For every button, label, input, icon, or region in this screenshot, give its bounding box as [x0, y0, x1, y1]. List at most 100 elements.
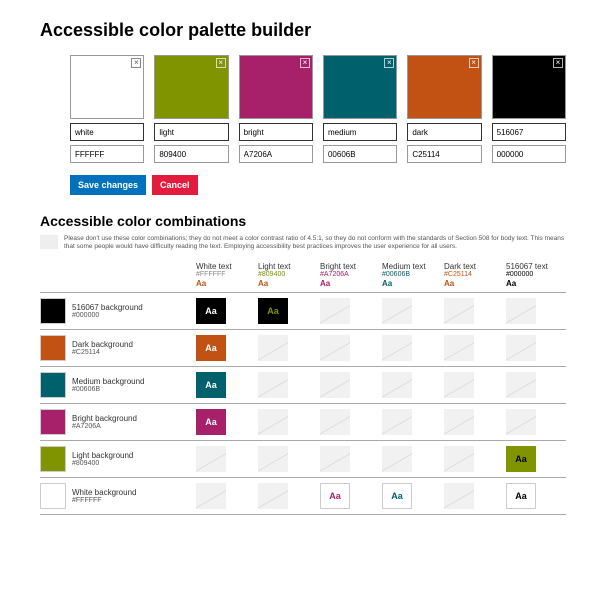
- inaccessible-combo: [320, 298, 350, 324]
- inaccessible-combo: [444, 372, 474, 398]
- inaccessible-combo: [320, 372, 350, 398]
- inaccessible-combo: [196, 446, 226, 472]
- column-header: White text#FFFFFFAa: [196, 262, 258, 288]
- combo-cell: [444, 372, 506, 398]
- swatch-column: ×: [492, 55, 566, 163]
- combo-cell: [444, 446, 506, 472]
- row-label: Light background#809400: [40, 446, 196, 472]
- inaccessible-combo: [320, 409, 350, 435]
- color-name-input[interactable]: [70, 123, 144, 141]
- close-icon[interactable]: ×: [131, 58, 141, 68]
- sample-text: Aa: [506, 446, 536, 472]
- column-header: Bright text#A7206AAa: [320, 262, 382, 288]
- close-icon[interactable]: ×: [300, 58, 310, 68]
- table-header: White text#FFFFFFAaLight text#809400AaBr…: [40, 262, 566, 293]
- color-name-input[interactable]: [239, 123, 313, 141]
- color-name-input[interactable]: [407, 123, 481, 141]
- warning-text: Please don't use these color combination…: [64, 235, 566, 252]
- inaccessible-combo: [382, 372, 412, 398]
- combo-cell: [196, 483, 258, 509]
- color-swatch: ×: [492, 55, 566, 119]
- row-swatch: [40, 446, 66, 472]
- combo-cell: [382, 298, 444, 324]
- table-row: Medium background#00606BAa: [40, 367, 566, 404]
- column-header: 516067 text#000000Aa: [506, 262, 568, 288]
- combo-cell: Aa: [506, 483, 568, 509]
- combo-cell: [196, 446, 258, 472]
- combo-cell: [320, 335, 382, 361]
- inaccessible-combo: [258, 483, 288, 509]
- combo-cell: Aa: [196, 372, 258, 398]
- color-name-input[interactable]: [323, 123, 397, 141]
- inaccessible-combo: [506, 335, 536, 361]
- combo-cell: [320, 409, 382, 435]
- combo-cell: [258, 335, 320, 361]
- inaccessible-combo: [382, 446, 412, 472]
- combo-cell: [506, 372, 568, 398]
- row-swatch: [40, 483, 66, 509]
- column-header: Light text#809400Aa: [258, 262, 320, 288]
- color-swatch: ×: [70, 55, 144, 119]
- combo-cell: [506, 335, 568, 361]
- color-hex-input[interactable]: [492, 145, 566, 163]
- color-hex-input[interactable]: [239, 145, 313, 163]
- swatch-column: ×: [323, 55, 397, 163]
- color-swatch: ×: [323, 55, 397, 119]
- sample-text: Aa: [382, 483, 412, 509]
- cancel-button[interactable]: Cancel: [152, 175, 198, 195]
- color-hex-input[interactable]: [70, 145, 144, 163]
- combo-cell: [258, 483, 320, 509]
- combo-cell: Aa: [196, 335, 258, 361]
- swatch-column: ×: [70, 55, 144, 163]
- combinations-title: Accessible color combinations: [40, 213, 566, 229]
- swatch-column: ×: [154, 55, 228, 163]
- inaccessible-combo: [506, 298, 536, 324]
- combo-cell: [444, 298, 506, 324]
- sample-text: Aa: [196, 335, 226, 361]
- combo-cell: [320, 298, 382, 324]
- inaccessible-combo: [382, 335, 412, 361]
- color-name-input[interactable]: [492, 123, 566, 141]
- table-row: Bright background#A7206AAa: [40, 404, 566, 441]
- inaccessible-combo: [444, 446, 474, 472]
- close-icon[interactable]: ×: [216, 58, 226, 68]
- column-header: Dark text#C25114Aa: [444, 262, 506, 288]
- inaccessible-combo: [444, 409, 474, 435]
- color-hex-input[interactable]: [407, 145, 481, 163]
- inaccessible-combo: [444, 335, 474, 361]
- combo-cell: [444, 483, 506, 509]
- color-swatch: ×: [154, 55, 228, 119]
- combo-cell: Aa: [320, 483, 382, 509]
- combo-cell: Aa: [258, 298, 320, 324]
- inaccessible-combo: [258, 372, 288, 398]
- combo-cell: Aa: [506, 446, 568, 472]
- combo-cell: [382, 409, 444, 435]
- row-label: Medium background#00606B: [40, 372, 196, 398]
- sample-text: Aa: [196, 298, 226, 324]
- color-hex-input[interactable]: [323, 145, 397, 163]
- inaccessible-combo: [196, 483, 226, 509]
- row-swatch: [40, 298, 66, 324]
- combo-cell: [444, 409, 506, 435]
- inaccessible-combo: [258, 335, 288, 361]
- color-swatch: ×: [407, 55, 481, 119]
- row-label: Bright background#A7206A: [40, 409, 196, 435]
- color-hex-input[interactable]: [154, 145, 228, 163]
- save-button[interactable]: Save changes: [70, 175, 146, 195]
- color-name-input[interactable]: [154, 123, 228, 141]
- inaccessible-combo: [320, 446, 350, 472]
- table-row: White background#FFFFFFAaAaAa: [40, 478, 566, 515]
- contrast-warning: Please don't use these color combination…: [40, 235, 566, 252]
- combo-cell: [258, 372, 320, 398]
- inaccessible-combo: [506, 372, 536, 398]
- inaccessible-combo: [258, 446, 288, 472]
- close-icon[interactable]: ×: [553, 58, 563, 68]
- combo-cell: [382, 372, 444, 398]
- swatch-column: ×: [407, 55, 481, 163]
- close-icon[interactable]: ×: [384, 58, 394, 68]
- close-icon[interactable]: ×: [469, 58, 479, 68]
- sample-text: Aa: [258, 298, 288, 324]
- combo-cell: [444, 335, 506, 361]
- page-title: Accessible color palette builder: [40, 20, 566, 41]
- row-label: 516067 background#000000: [40, 298, 196, 324]
